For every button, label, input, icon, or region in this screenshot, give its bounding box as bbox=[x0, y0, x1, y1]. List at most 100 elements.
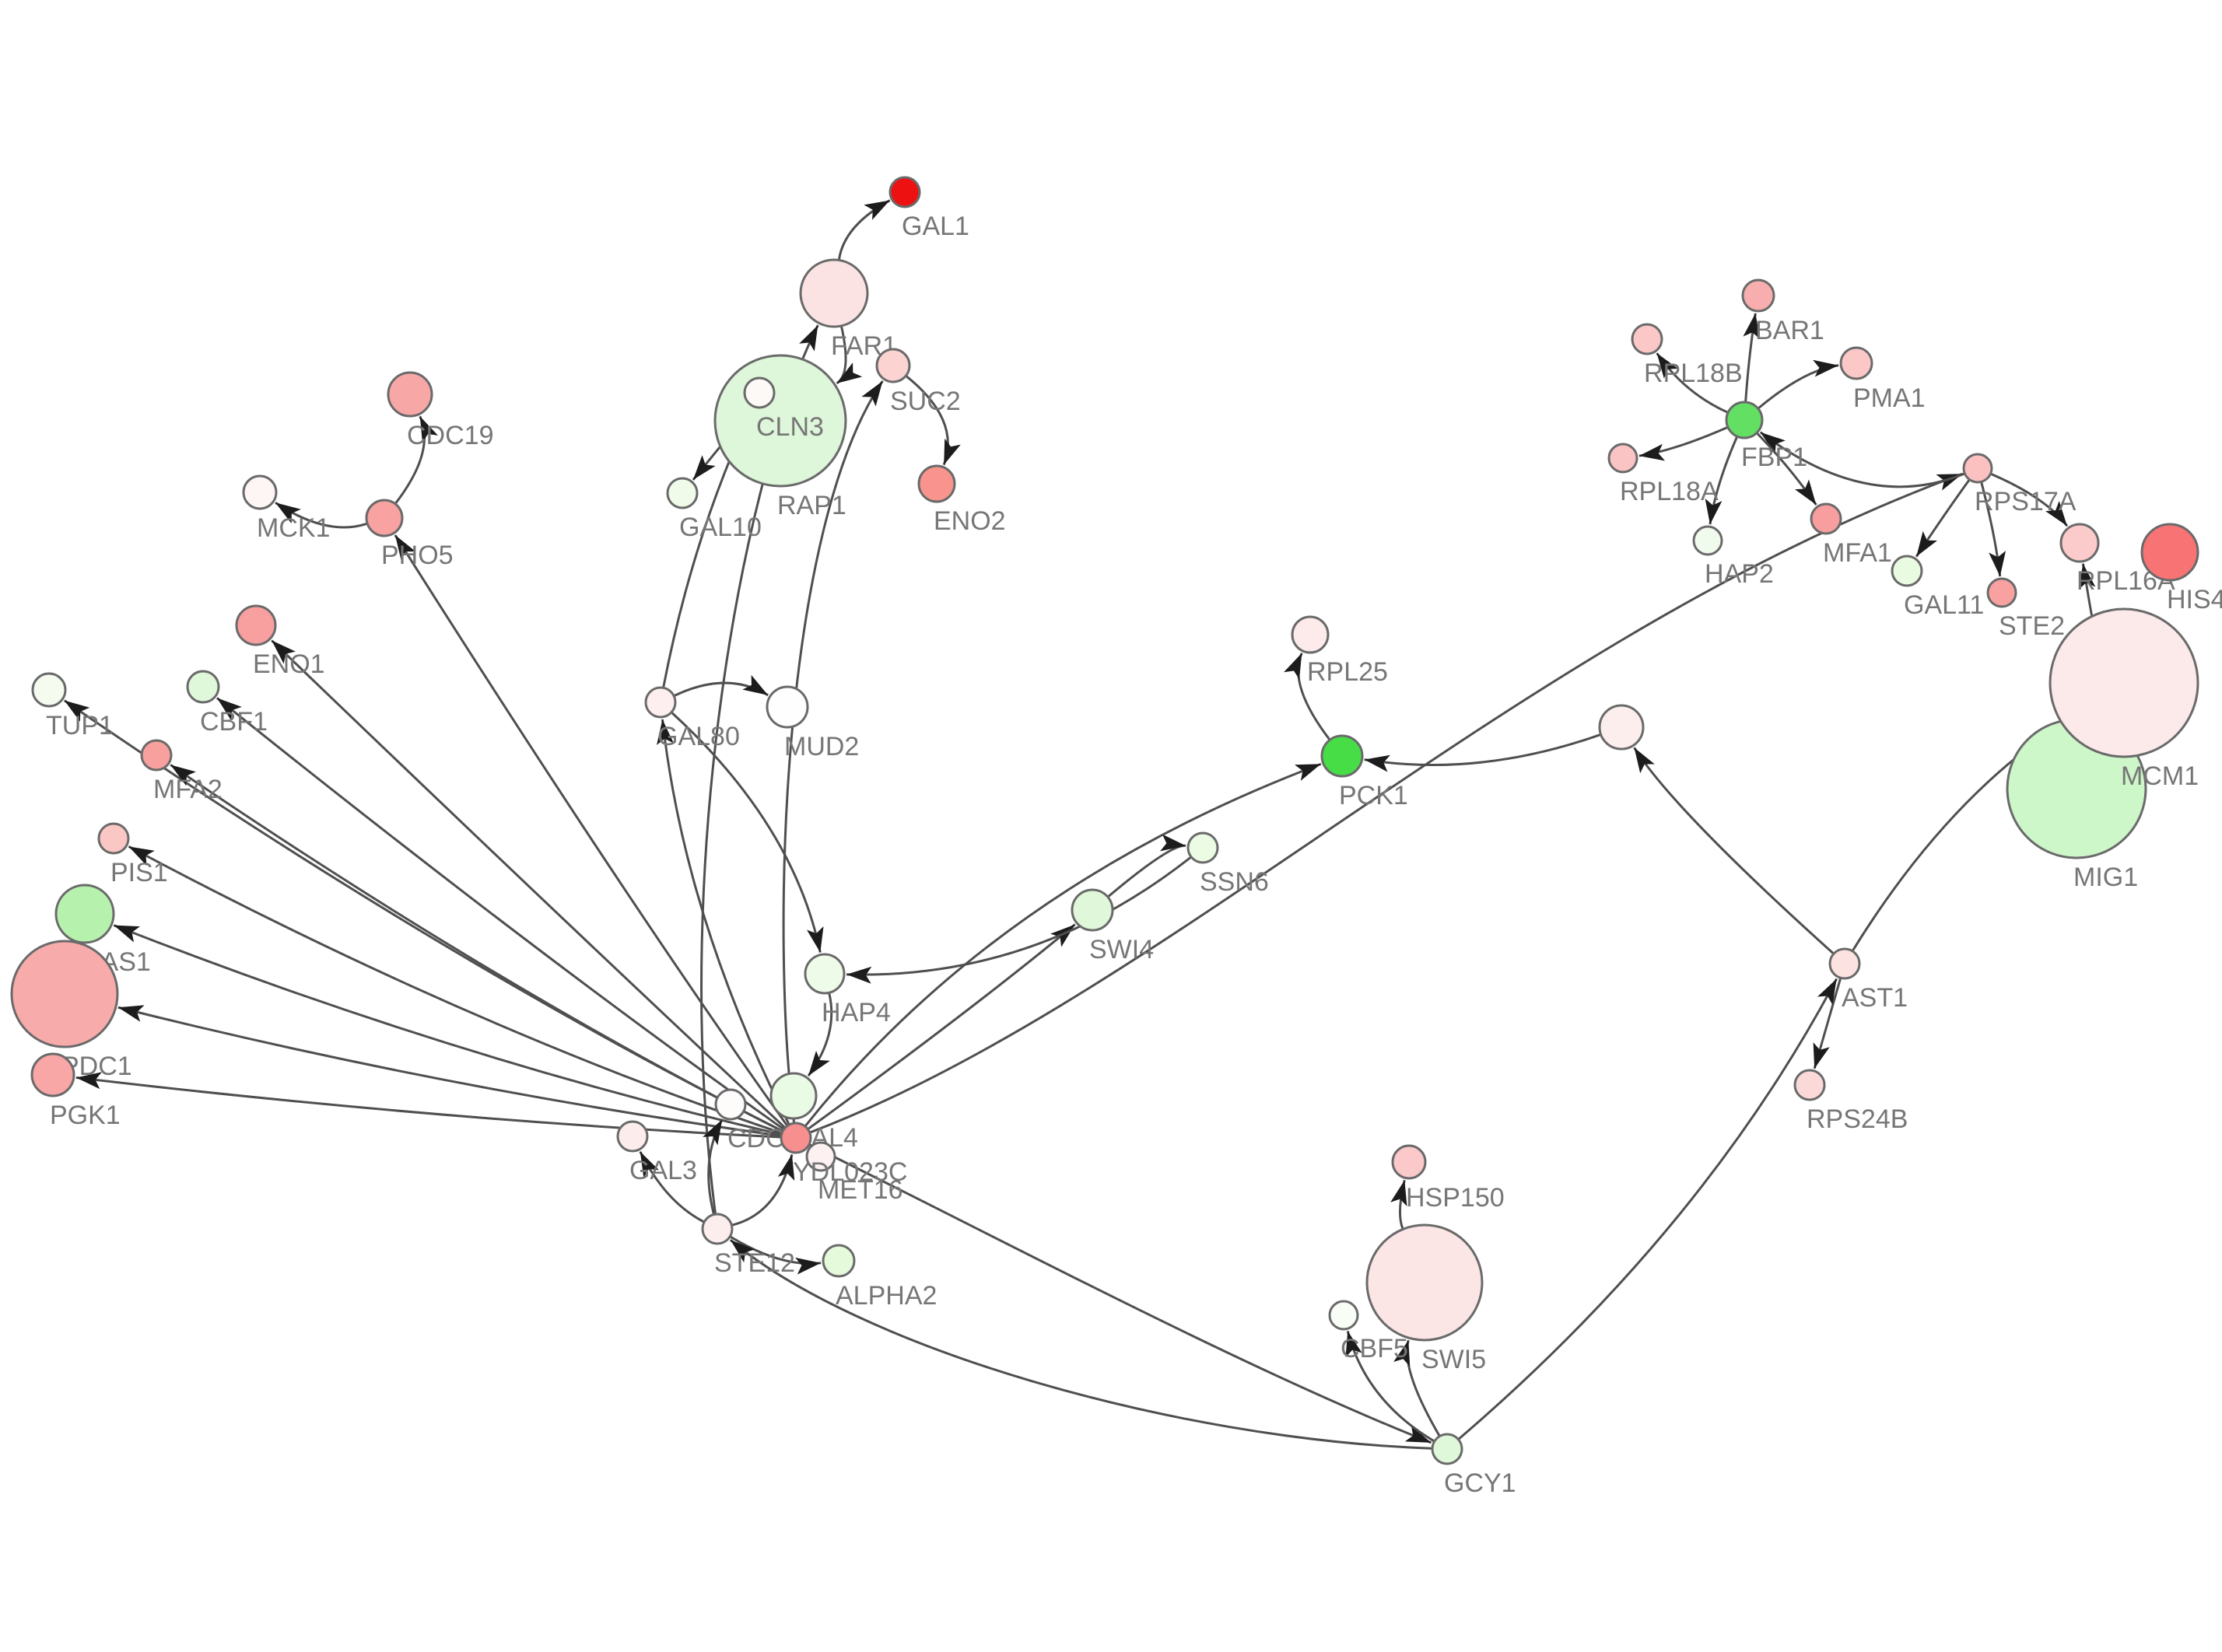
edge-ydl023c-gal80[interactable] bbox=[654, 719, 790, 1125]
edge-ydl023c-pho5[interactable] bbox=[388, 530, 788, 1126]
node-hap4[interactable]: HAP4 bbox=[804, 953, 891, 1027]
node-circle[interactable] bbox=[140, 739, 173, 772]
node-suc2[interactable]: SUC2 bbox=[875, 348, 961, 416]
edge-gcy1-ste12[interactable] bbox=[725, 1234, 1432, 1450]
node-circle[interactable] bbox=[1839, 346, 1873, 380]
node-tup1[interactable]: TUP1 bbox=[31, 672, 114, 740]
node-mud2[interactable]: MUD2 bbox=[766, 685, 859, 761]
node-eno1[interactable]: ENO1 bbox=[235, 604, 325, 679]
edge-fbp1-pma1[interactable] bbox=[1758, 357, 1839, 409]
node-pdc1[interactable]: PDC1 bbox=[10, 940, 132, 1081]
edge-ast1-rps24b[interactable] bbox=[1807, 978, 1842, 1071]
node-gal10[interactable]: GAL10 bbox=[666, 477, 762, 542]
edge-fbp1-rpl18b[interactable] bbox=[1650, 348, 1728, 414]
node-ydl023c[interactable]: YDL023C bbox=[780, 1122, 907, 1187]
edge-gal80-hap4[interactable] bbox=[671, 712, 829, 954]
edge-ydl023c-ras1[interactable] bbox=[110, 917, 781, 1136]
node-circle[interactable] bbox=[875, 348, 911, 383]
node-circle[interactable] bbox=[616, 1120, 649, 1153]
node-circle[interactable] bbox=[1607, 443, 1638, 474]
node-circle[interactable] bbox=[822, 1244, 856, 1278]
edge-hap4-gal4[interactable] bbox=[801, 992, 833, 1080]
node-circle[interactable] bbox=[1391, 1144, 1427, 1180]
node-circle[interactable] bbox=[769, 1072, 818, 1120]
node-alpha2[interactable]: ALPHA2 bbox=[822, 1244, 937, 1311]
edge-ydl023c-swi4[interactable] bbox=[808, 918, 1081, 1130]
edge-pho5-mck1[interactable] bbox=[271, 495, 367, 529]
edge-ydl023c-eno1[interactable] bbox=[266, 634, 786, 1129]
edge-far1-gal1[interactable] bbox=[838, 193, 895, 260]
node-swi5[interactable]: SWI5 bbox=[1365, 1223, 1486, 1374]
edge-unlabeled-pck1[interactable] bbox=[1363, 733, 1601, 772]
node-circle[interactable] bbox=[97, 822, 130, 855]
node-rps24b[interactable]: RPS24B bbox=[1793, 1069, 1908, 1134]
node-mfa2[interactable]: MFA2 bbox=[140, 739, 223, 804]
node-mfa1[interactable]: MFA1 bbox=[1810, 502, 1892, 568]
node-met16[interactable]: MET16 bbox=[805, 1141, 903, 1205]
node-circle[interactable] bbox=[1598, 704, 1645, 751]
node-circle[interactable] bbox=[888, 176, 921, 208]
node-swi4[interactable]: SWI4 bbox=[1071, 888, 1154, 964]
node-circle[interactable] bbox=[714, 1088, 747, 1121]
node-his4[interactable]: HIS4 bbox=[2140, 523, 2222, 614]
edge-fbp1-mfa1[interactable] bbox=[1756, 432, 1824, 509]
edge-gcy1-cbf5[interactable] bbox=[1340, 1329, 1435, 1442]
node-circle[interactable] bbox=[1692, 525, 1723, 556]
node-pgk1[interactable]: PGK1 bbox=[30, 1052, 121, 1130]
node-fbp1[interactable]: FBP1 bbox=[1725, 401, 1807, 472]
edge-rps17a-gal11[interactable] bbox=[1909, 479, 1971, 561]
edge-gcy1-ast1[interactable] bbox=[1458, 975, 1844, 1440]
edge-swi4-ssn6[interactable] bbox=[1107, 834, 1187, 898]
node-circle[interactable] bbox=[1328, 1300, 1359, 1331]
edge-rps17a-ste2[interactable] bbox=[1980, 482, 2009, 577]
edge-rap1-gal10[interactable] bbox=[686, 446, 721, 485]
node-circle[interactable] bbox=[387, 371, 433, 418]
node-circle[interactable] bbox=[1741, 278, 1775, 313]
edge-ydl023c-pis1[interactable] bbox=[124, 839, 782, 1135]
edge-ydl023c-cbf1[interactable] bbox=[212, 691, 784, 1130]
node-unlabeled[interactable] bbox=[1598, 704, 1645, 751]
edge-pho5-cdc19[interactable] bbox=[394, 413, 438, 504]
node-gal80[interactable]: GAL80 bbox=[644, 686, 740, 751]
node-circle[interactable] bbox=[31, 672, 67, 708]
edge-mcm1-rpl16a[interactable] bbox=[2074, 562, 2096, 616]
node-circle[interactable] bbox=[235, 604, 277, 646]
edge-ydl023c-pdc1[interactable] bbox=[116, 999, 781, 1137]
node-circle[interactable] bbox=[1631, 323, 1663, 355]
node-circle[interactable] bbox=[1071, 888, 1114, 932]
node-circle[interactable] bbox=[780, 1122, 812, 1154]
node-circle[interactable] bbox=[1891, 555, 1923, 587]
node-rpl18b[interactable]: RPL18B bbox=[1631, 323, 1743, 388]
node-circle[interactable] bbox=[1962, 453, 1993, 484]
node-circle[interactable] bbox=[1810, 502, 1842, 535]
node-circle[interactable] bbox=[743, 376, 776, 409]
node-circle[interactable] bbox=[1431, 1433, 1463, 1465]
edge-ydl023c-gcy1[interactable] bbox=[809, 1143, 1435, 1451]
node-ast1[interactable]: AST1 bbox=[1828, 947, 1908, 1013]
node-hsp150[interactable]: HSP150 bbox=[1391, 1144, 1505, 1213]
node-circle[interactable] bbox=[799, 258, 869, 328]
node-circle[interactable] bbox=[644, 686, 677, 719]
node-circle[interactable] bbox=[805, 1141, 836, 1172]
node-circle[interactable] bbox=[766, 685, 809, 729]
node-circle[interactable] bbox=[10, 940, 119, 1048]
edge-pck1-rpl25[interactable] bbox=[1284, 649, 1330, 740]
node-circle[interactable] bbox=[666, 477, 699, 509]
node-gcy1[interactable]: GCY1 bbox=[1431, 1433, 1516, 1498]
node-pck1[interactable]: PCK1 bbox=[1320, 734, 1408, 810]
node-pis1[interactable]: PIS1 bbox=[97, 822, 168, 887]
node-cbf5[interactable]: CBF5 bbox=[1328, 1300, 1408, 1363]
edge-ydl023c-suc2[interactable] bbox=[782, 376, 889, 1123]
node-hap2[interactable]: HAP2 bbox=[1692, 525, 1774, 589]
node-gal1[interactable]: GAL1 bbox=[888, 176, 969, 241]
node-circle[interactable] bbox=[804, 953, 846, 995]
edge-ste12-ydl023c[interactable] bbox=[731, 1153, 800, 1227]
node-circle[interactable] bbox=[701, 1213, 734, 1245]
edge-ydl023c-mfa2[interactable] bbox=[166, 758, 783, 1132]
node-circle[interactable] bbox=[242, 474, 278, 510]
edge-fbp1-hap2[interactable] bbox=[1702, 436, 1738, 526]
node-bar1[interactable]: BAR1 bbox=[1741, 278, 1824, 345]
node-circle[interactable] bbox=[186, 670, 220, 704]
edge-fbp1-rpl18a[interactable] bbox=[1638, 426, 1728, 464]
